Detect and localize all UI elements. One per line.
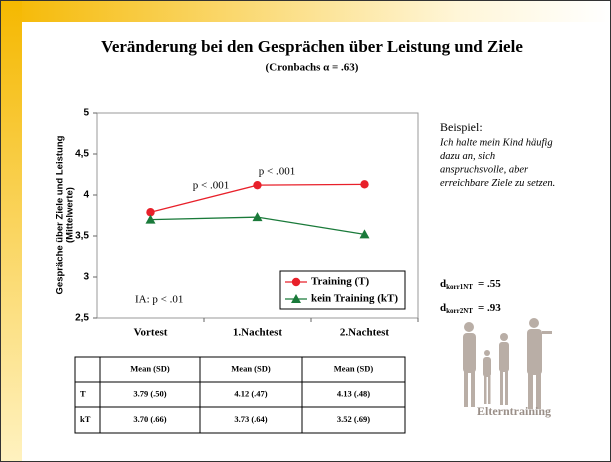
note-heading: Beispiel:: [440, 120, 483, 134]
y-tick-label: 4,5: [75, 149, 89, 160]
y-tick-label: 4: [83, 190, 89, 201]
y-tick-label: 3,5: [75, 231, 89, 242]
marker: [291, 294, 301, 303]
table: Mean (SD) Mean (SD) Mean (SD) T 3.79 (.50) 4.…: [74, 356, 406, 434]
table-cell: Mean (SD): [334, 363, 374, 373]
y-axis-label: (Mittelwerte): [65, 187, 76, 243]
marker: [145, 214, 156, 224]
marker: [252, 212, 263, 222]
marker: [291, 277, 301, 287]
legend: Training (T) kein Training (kT): [279, 270, 406, 310]
y-tick-label: 5: [83, 108, 89, 119]
table-cell: kT: [80, 414, 91, 424]
image-caption: Elterntraining: [477, 404, 551, 418]
marker: [360, 180, 369, 189]
x-tick-label: 1.Nachtest: [233, 327, 283, 339]
table-cell: 4.12 (.47): [234, 388, 267, 398]
top-band: [0, 0, 611, 22]
family-image: [463, 318, 552, 409]
note-line: anspruchsvolle, aber: [440, 164, 529, 175]
legend-label: Training (T): [311, 276, 370, 288]
subtitle: (Cronbachs α = .63): [266, 62, 359, 74]
effect-subscript: korr1NT: [446, 283, 473, 291]
effect-symbol: d: [440, 278, 446, 290]
note-line: erreichbare Ziele zu setzen.: [440, 178, 555, 189]
y-tick-label: 2,5: [75, 313, 89, 324]
note-line: dazu an, sich: [440, 151, 495, 162]
note-line: Ich halte mein Kind häufig: [439, 137, 553, 148]
table-cell: 3.52 (.69): [337, 414, 370, 424]
annotation: IA: p < .01: [135, 294, 183, 306]
annotation: p < .001: [259, 166, 295, 178]
title: Veränderung bei den Gesprächen über Leis…: [101, 37, 523, 56]
table-cell: Mean (SD): [231, 363, 271, 373]
effect-value: = .55: [478, 278, 501, 290]
marker: [359, 229, 370, 239]
left-band: [0, 0, 22, 462]
marker: [146, 208, 155, 217]
series: [145, 212, 370, 239]
x-tick-label: Vortest: [134, 327, 168, 339]
annotation: p < .001: [193, 180, 229, 192]
y-tick-label: 3: [83, 272, 89, 283]
table-cell: Mean (SD): [130, 363, 170, 373]
effect-size: dkorr2NT = .93: [440, 302, 501, 315]
series: [146, 180, 369, 217]
table-cell: T: [80, 388, 86, 398]
table-cell: 3.70 (.66): [133, 414, 166, 424]
table-cell: 4.13 (.48): [337, 388, 370, 398]
legend-box: [279, 270, 406, 310]
x-tick-label: 2.Nachtest: [340, 327, 390, 339]
effect-symbol: d: [440, 302, 446, 314]
effect-size: dkorr1NT = .55: [440, 278, 501, 291]
table-border: [74, 356, 406, 434]
effect-subscript: korr2NT: [446, 307, 473, 315]
marker: [253, 180, 262, 190]
effect-value: = .93: [478, 302, 501, 314]
table-cell: 3.79 (.50): [133, 388, 166, 398]
table-cell: 3.73 (.64): [234, 414, 267, 424]
y-axis-label: Gespräche über Ziele und Leistung: [55, 135, 66, 294]
legend-label: kein Training (kT): [311, 293, 398, 305]
